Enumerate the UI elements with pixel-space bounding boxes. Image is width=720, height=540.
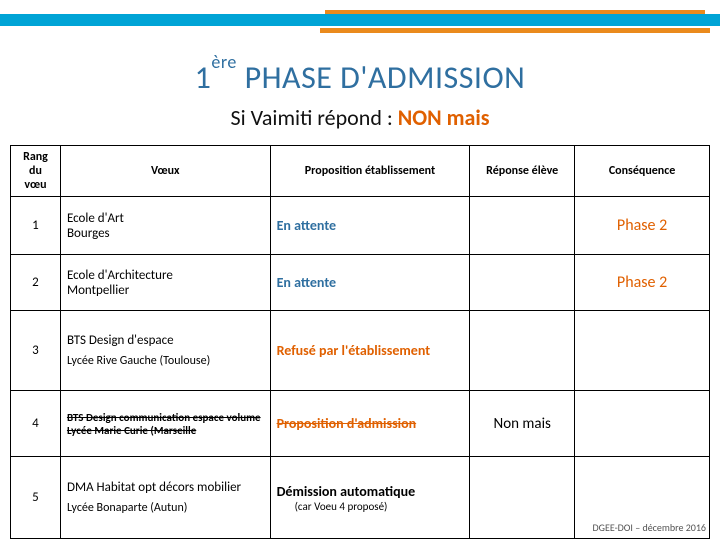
th-rank: Rang du vœu — [11, 146, 61, 197]
voeux-line1: BTS Design communication espace volume — [67, 411, 264, 424]
voeux-line1: BTS Design d'espace — [67, 333, 264, 348]
bar-cyan — [0, 14, 720, 26]
subtitle-highlight: NON mais — [398, 104, 490, 131]
cell-prop: En attente — [270, 255, 470, 311]
th-rep: Réponse élève — [470, 146, 575, 197]
cell-prop: Proposition d'admission — [270, 391, 470, 457]
cell-cons: Phase 2 — [575, 197, 710, 255]
title-pre: 1 — [195, 58, 212, 97]
cell-voeux: DMA Habitat opt décors mobilier Lycée Bo… — [60, 457, 270, 539]
cell-rep — [470, 311, 575, 391]
title-sup: ère — [211, 51, 236, 73]
cell-rep — [470, 457, 575, 539]
cell-voeux: Ecole d'Art Bourges — [60, 197, 270, 255]
voeux-line2: Bourges — [67, 226, 264, 241]
cell-prop: Démission automatique (car Voeu 4 propos… — [270, 457, 470, 539]
subtitle-pre: Si Vaimiti répond : — [230, 104, 397, 131]
footer-text: DGEE-DOI – décembre 2016 — [593, 521, 707, 534]
voeux-line2: Lycée Bonaparte (Autun) — [67, 501, 264, 515]
bar-orange-bot — [320, 28, 710, 33]
voeux-line2: Lycée Rive Gauche (Toulouse) — [67, 354, 264, 368]
prop-text: En attente — [277, 274, 336, 291]
table-row: 1 Ecole d'Art Bourges En attente Phase 2 — [11, 197, 710, 255]
cell-prop: Refusé par l'établissement — [270, 311, 470, 391]
th-voeux: Vœux — [60, 146, 270, 197]
rep-text: Non mais — [494, 415, 551, 433]
voeux-line1: Ecole d'Architecture — [67, 268, 264, 283]
cell-rank: 3 — [11, 311, 61, 391]
bar-orange-top — [325, 10, 705, 14]
cell-rank: 5 — [11, 457, 61, 539]
cell-rep — [470, 197, 575, 255]
th-prop: Proposition établissement — [270, 146, 470, 197]
voeux-line1: Ecole d'Art — [67, 211, 264, 226]
header-bar — [0, 10, 720, 50]
voeux-line2: Lycée Marie Curie (Marseille — [67, 424, 264, 437]
cell-voeux: Ecole d'Architecture Montpellier — [60, 255, 270, 311]
cell-rep: Non mais — [470, 391, 575, 457]
table-row: 2 Ecole d'Architecture Montpellier En at… — [11, 255, 710, 311]
th-cons: Conséquence — [575, 146, 710, 197]
prop-text: Démission automatique — [277, 483, 464, 500]
cell-prop: En attente — [270, 197, 470, 255]
cell-voeux: BTS Design communication espace volume L… — [60, 391, 270, 457]
prop-sub: (car Voeu 4 proposé) — [277, 500, 464, 513]
prop-text: En attente — [277, 217, 336, 234]
cell-rank: 4 — [11, 391, 61, 457]
table-header-row: Rang du vœu Vœux Proposition établisseme… — [11, 146, 710, 197]
cons-text: Phase 2 — [617, 273, 667, 292]
voeux-line2: Montpellier — [67, 283, 264, 298]
table-row: 4 BTS Design communication espace volume… — [11, 391, 710, 457]
page-subtitle: Si Vaimiti répond : NON mais — [0, 104, 720, 131]
page-title: 1ère PHASE D'ADMISSION — [0, 58, 720, 97]
cell-cons — [575, 311, 710, 391]
admission-table: Rang du vœu Vœux Proposition établisseme… — [10, 145, 710, 539]
cell-cons — [575, 391, 710, 457]
prop-text: Refusé par l'établissement — [277, 342, 431, 359]
cell-rank: 1 — [11, 197, 61, 255]
cons-text: Phase 2 — [617, 216, 667, 235]
cell-voeux: BTS Design d'espace Lycée Rive Gauche (T… — [60, 311, 270, 391]
prop-text: Proposition d'admission — [277, 415, 417, 432]
title-rest: PHASE D'ADMISSION — [237, 58, 525, 97]
cell-rep — [470, 255, 575, 311]
voeux-line1: DMA Habitat opt décors mobilier — [67, 480, 264, 495]
cell-cons: Phase 2 — [575, 255, 710, 311]
cell-rank: 2 — [11, 255, 61, 311]
table-row: 3 BTS Design d'espace Lycée Rive Gauche … — [11, 311, 710, 391]
